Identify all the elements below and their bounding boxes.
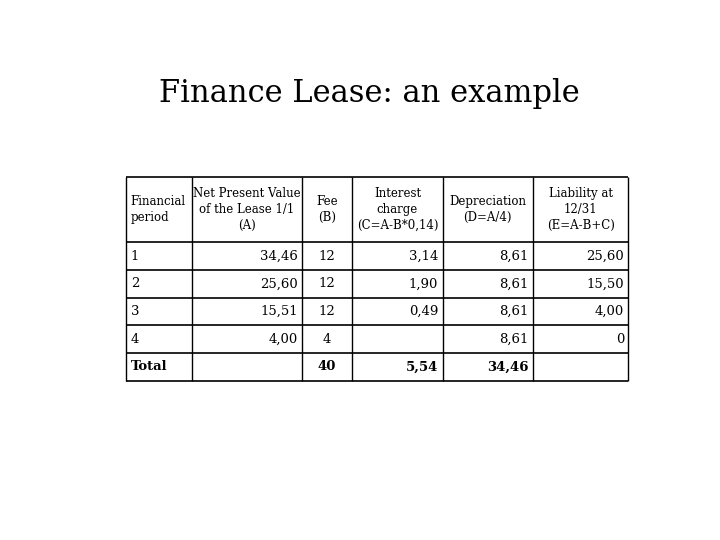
Text: 1,90: 1,90: [409, 278, 438, 291]
Text: 8,61: 8,61: [499, 249, 528, 262]
Text: 3,14: 3,14: [409, 249, 438, 262]
Text: 12: 12: [319, 278, 336, 291]
Text: 34,46: 34,46: [487, 361, 528, 374]
Text: 15,50: 15,50: [586, 278, 624, 291]
Text: Financial
period: Financial period: [131, 195, 186, 224]
Text: Fee
(B): Fee (B): [316, 195, 338, 224]
Text: 8,61: 8,61: [499, 278, 528, 291]
Text: 34,46: 34,46: [260, 249, 297, 262]
Text: Finance Lease: an example: Finance Lease: an example: [158, 78, 580, 110]
Text: 25,60: 25,60: [260, 278, 297, 291]
Text: 2: 2: [131, 278, 139, 291]
Text: 12: 12: [319, 249, 336, 262]
Text: Interest
charge
(C=A-B*0,14): Interest charge (C=A-B*0,14): [356, 187, 438, 232]
Text: 4: 4: [323, 333, 331, 346]
Text: 0: 0: [616, 333, 624, 346]
Text: 3: 3: [131, 305, 139, 318]
Text: 8,61: 8,61: [499, 333, 528, 346]
Text: 40: 40: [318, 361, 336, 374]
Text: 8,61: 8,61: [499, 305, 528, 318]
Text: 0,49: 0,49: [409, 305, 438, 318]
Text: Total: Total: [131, 361, 167, 374]
Text: 4: 4: [131, 333, 139, 346]
Text: 12: 12: [319, 305, 336, 318]
Text: Depreciation
(D=A/4): Depreciation (D=A/4): [449, 195, 526, 224]
Text: 4,00: 4,00: [595, 305, 624, 318]
Text: Net Present Value
of the Lease 1/1
(A): Net Present Value of the Lease 1/1 (A): [193, 187, 301, 232]
Text: 15,51: 15,51: [260, 305, 297, 318]
Text: 5,54: 5,54: [406, 361, 438, 374]
Text: 4,00: 4,00: [269, 333, 297, 346]
Bar: [126, 177, 629, 381]
Text: 25,60: 25,60: [586, 249, 624, 262]
Text: 1: 1: [131, 249, 139, 262]
Text: Liability at
12/31
(E=A-B+C): Liability at 12/31 (E=A-B+C): [546, 187, 615, 232]
